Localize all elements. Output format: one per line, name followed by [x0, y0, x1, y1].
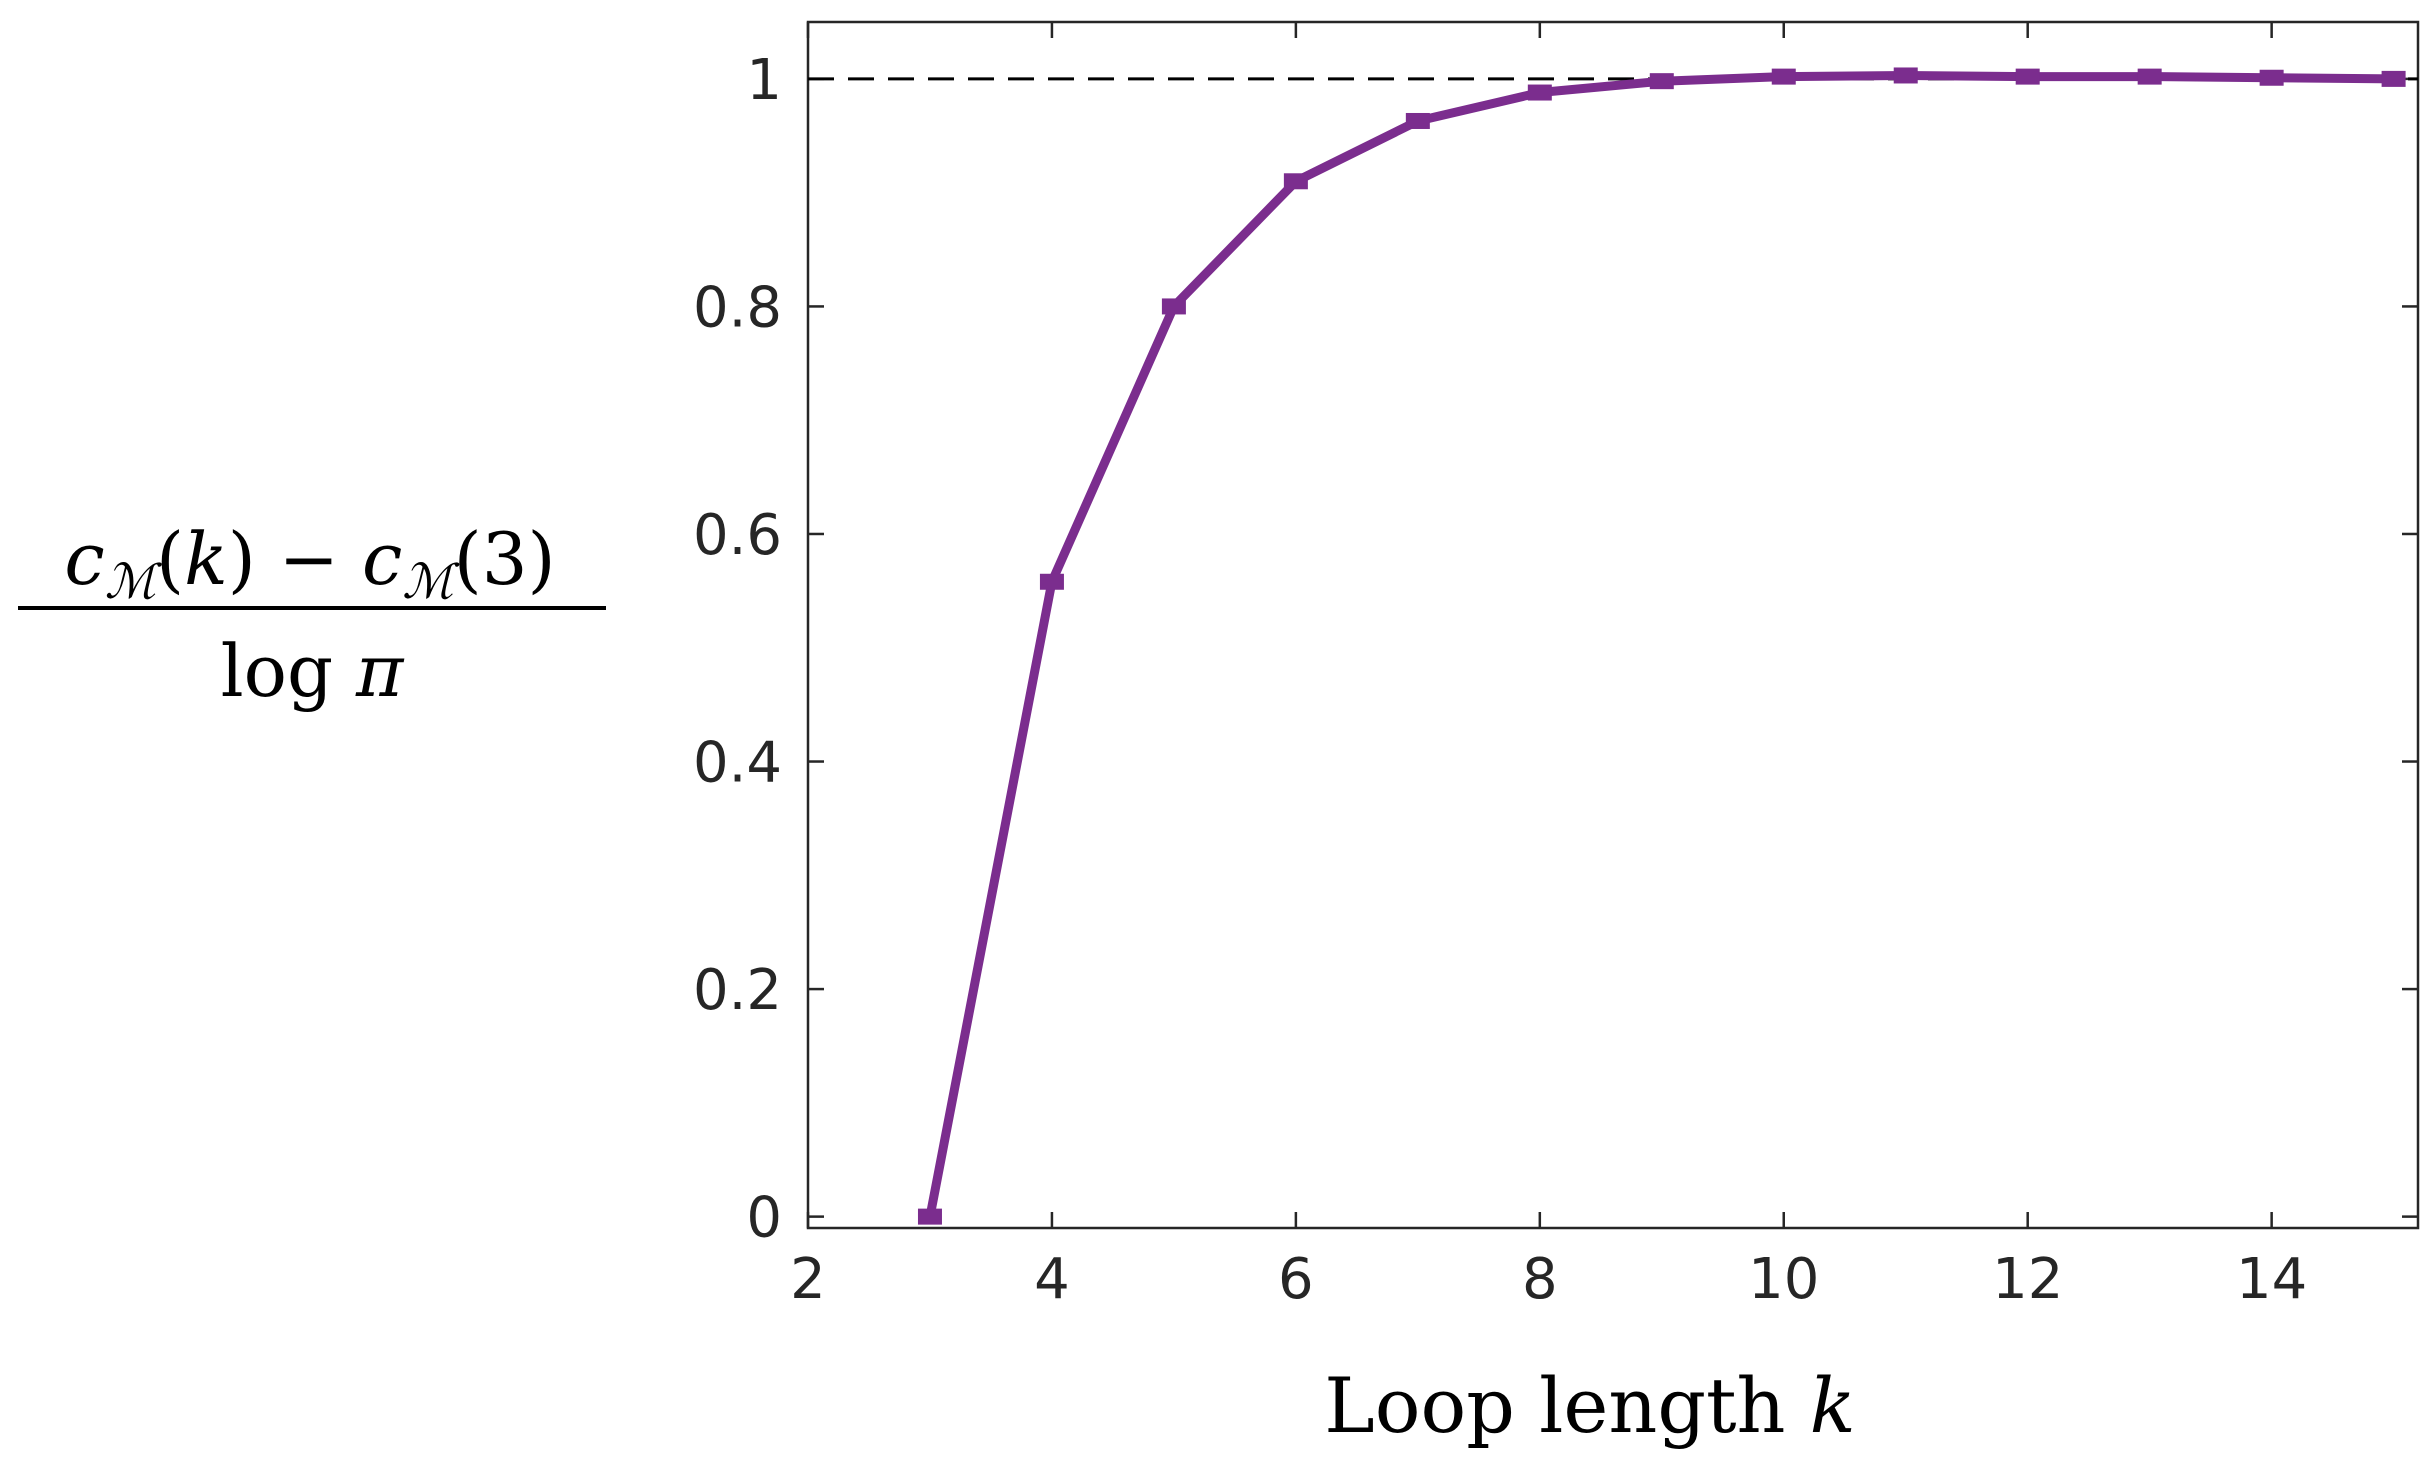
data-point — [2137, 68, 2162, 85]
x-axis: 2 4 6 8 10 12 14 — [790, 22, 2307, 1312]
data-point — [1527, 84, 1552, 101]
x-tick-label: 10 — [1748, 1247, 1819, 1312]
data-point — [1405, 112, 1430, 129]
y-tick-label: 0.8 — [693, 275, 782, 340]
plot-area — [806, 20, 2420, 1230]
data-point — [2381, 70, 2406, 87]
data-point — [1893, 67, 1918, 84]
x-tick-label: 6 — [1278, 1247, 1314, 1312]
x-tick-label: 12 — [1992, 1247, 2063, 1312]
y-tick-label: 0.4 — [693, 731, 782, 796]
y-axis-label-numerator: cℳ(k) − cℳ(3) — [64, 517, 555, 610]
series-group — [917, 67, 2406, 1225]
y-tick-label: 1 — [746, 48, 782, 113]
x-tick-label: 2 — [790, 1247, 826, 1312]
data-point — [2259, 69, 2284, 86]
data-point — [1771, 68, 1796, 85]
y-axis: 0 0.2 0.4 0.6 0.8 1 — [693, 48, 2418, 1251]
series-line — [925, 71, 2394, 1218]
data-point — [1283, 173, 1308, 190]
data-point — [1649, 73, 1674, 90]
y-axis-label: cℳ(k) − cℳ(3) log π — [18, 517, 606, 713]
data-point — [917, 1208, 942, 1225]
data-point — [2015, 68, 2040, 85]
x-tick-label: 14 — [2236, 1247, 2307, 1312]
x-tick-label: 8 — [1522, 1247, 1558, 1312]
data-point — [1161, 298, 1186, 315]
y-tick-label: 0.6 — [693, 503, 782, 568]
y-tick-label: 0.2 — [693, 958, 782, 1023]
x-axis-label: Loop length k — [1324, 1361, 1855, 1450]
axes-frame — [806, 20, 2420, 1230]
x-tick-label: 4 — [1034, 1247, 1070, 1312]
data-point — [1039, 573, 1064, 590]
y-axis-label-denominator: log π — [221, 629, 405, 713]
y-tick-label: 0 — [746, 1186, 782, 1251]
